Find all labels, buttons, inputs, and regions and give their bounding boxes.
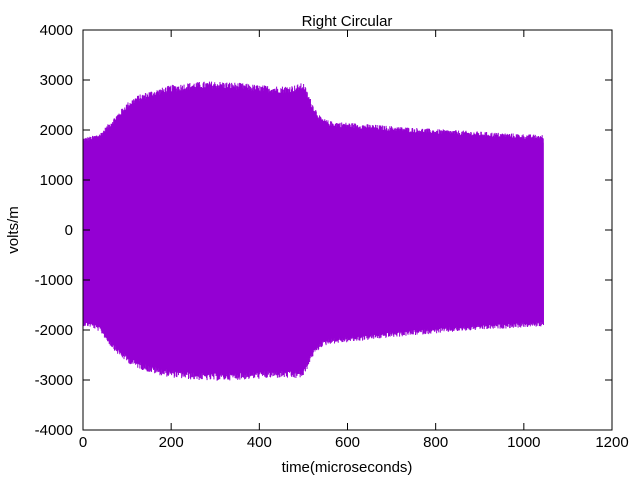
x-tick-label: 200 bbox=[159, 434, 184, 451]
x-tick-label: 1000 bbox=[507, 434, 540, 451]
y-tick-label: 0 bbox=[65, 222, 73, 239]
y-tick-label: 1000 bbox=[40, 172, 73, 189]
x-tick-label: 600 bbox=[335, 434, 360, 451]
y-tick-label: -3000 bbox=[35, 372, 73, 389]
signal-envelope-fill bbox=[83, 92, 544, 369]
x-tick-label: 400 bbox=[247, 434, 272, 451]
y-tick-label: 3000 bbox=[40, 72, 73, 89]
axis-ticks: 0 200 400 600 800 1000 1200 -4000 -3000 -2000 -100… bbox=[35, 22, 629, 451]
y-tick-label: -2000 bbox=[35, 322, 73, 339]
y-tick-label: -1000 bbox=[35, 272, 73, 289]
y-axis-title: volts/m bbox=[5, 206, 22, 254]
x-tick-label: 800 bbox=[423, 434, 448, 451]
chart-title: Right Circular bbox=[302, 13, 393, 30]
y-tick-label: 4000 bbox=[40, 22, 73, 39]
x-tick-label: 0 bbox=[79, 434, 87, 451]
y-tick-label: -4000 bbox=[35, 422, 73, 439]
plot-area bbox=[82, 81, 544, 381]
x-tick-label: 1200 bbox=[595, 434, 628, 451]
y-tick-label: 2000 bbox=[40, 122, 73, 139]
x-axis-title: time(microseconds) bbox=[282, 459, 413, 476]
